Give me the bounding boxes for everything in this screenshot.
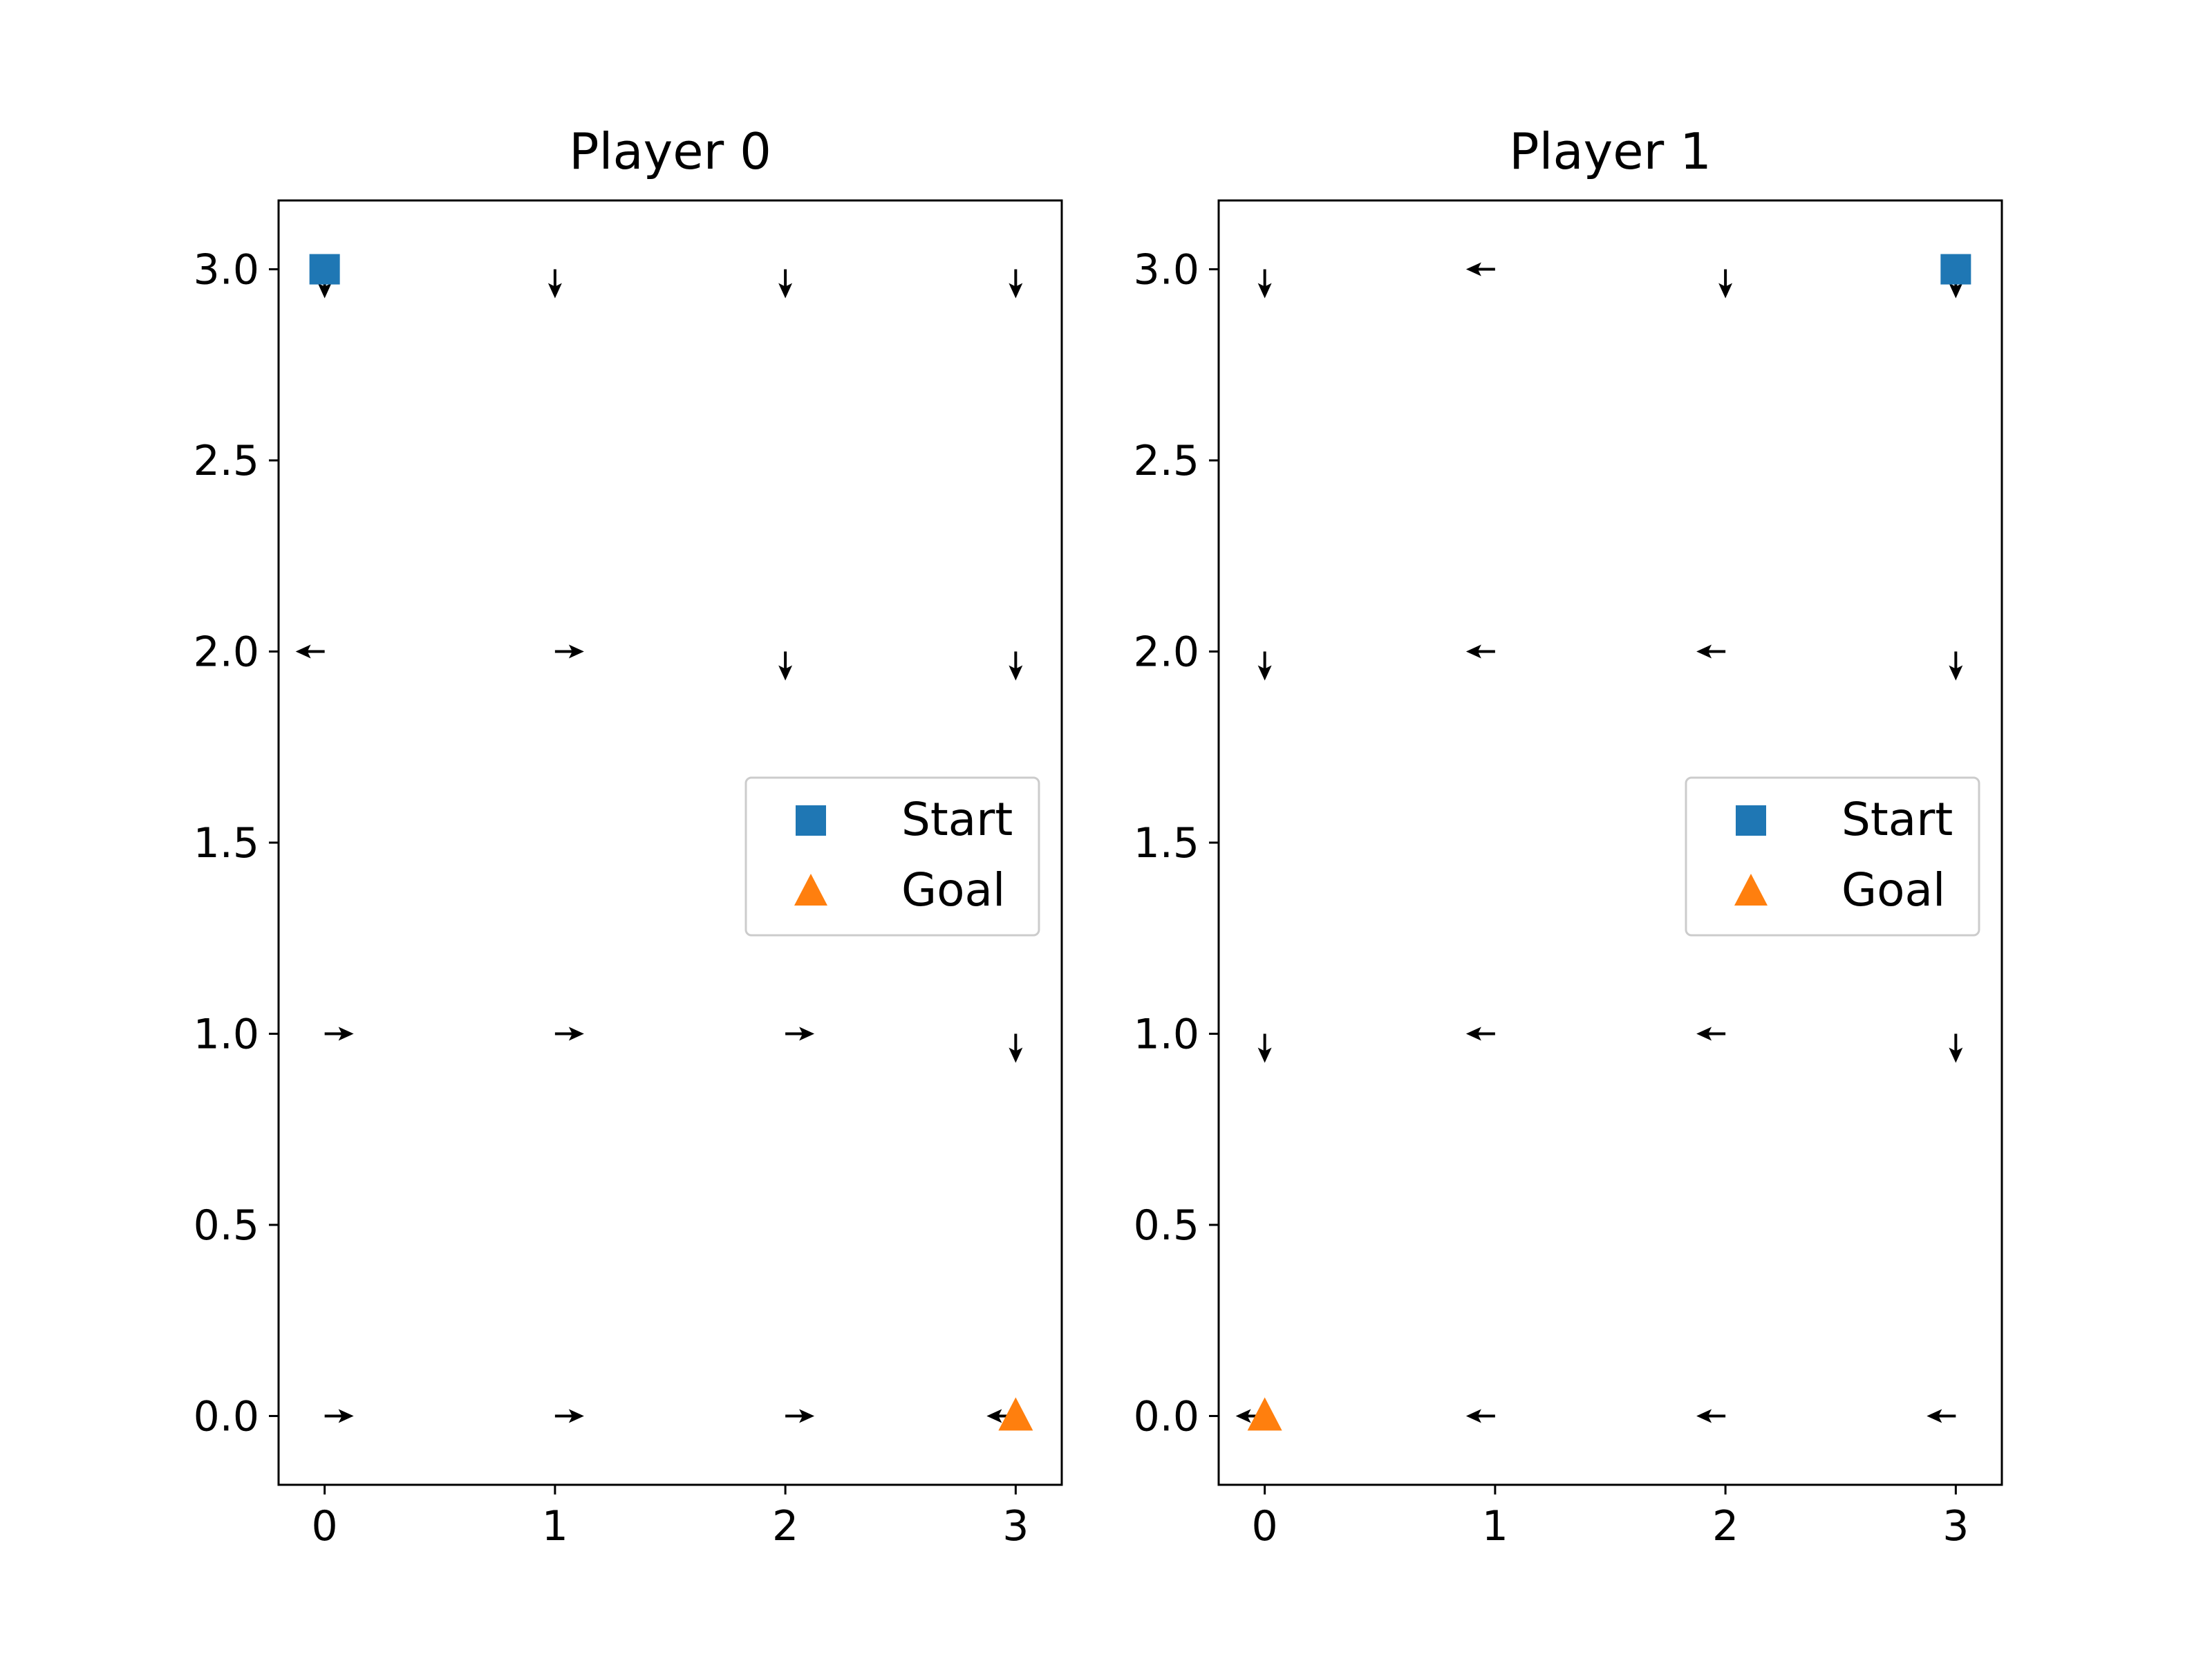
y-tick-label: 1.0 [194,1010,259,1058]
y-tick-label: 2.0 [1134,628,1199,677]
y-tick-label: 1.5 [194,819,259,868]
y-tick-label: 2.5 [1134,437,1199,485]
legend: Start Goal [746,778,1039,935]
x-tick-label: 0 [312,1502,338,1550]
y-tick-label: 3.0 [194,246,259,294]
y-tick-label: 0.0 [1134,1392,1199,1441]
y-tick-label: 1.5 [1134,819,1199,868]
x-tick-label: 3 [1942,1502,1969,1550]
x-tick-label: 2 [772,1502,798,1550]
x-tick-label: 0 [1252,1502,1278,1550]
legend-start-swatch [796,805,826,836]
x-tick-label: 1 [542,1502,568,1550]
legend-start-swatch [1736,805,1766,836]
x-tick-label: 3 [1002,1502,1029,1550]
subplot-title: Player 1 [1509,122,1712,180]
y-tick-label: 3.0 [1134,246,1199,294]
y-tick-label: 0.0 [194,1392,259,1441]
subplot-title: Player 0 [569,122,771,180]
y-tick-label: 2.0 [194,628,259,677]
legend: Start Goal [1686,778,1979,935]
legend-start-label: Start [901,793,1013,846]
y-tick-label: 0.5 [194,1201,259,1250]
legend-start-label: Start [1841,793,1953,846]
legend-goal-label: Goal [901,863,1005,917]
start-marker [310,254,340,285]
legend-goal-label: Goal [1841,863,1945,917]
start-marker [1940,254,1971,285]
y-tick-label: 1.0 [1134,1010,1199,1058]
y-tick-label: 0.5 [1134,1201,1199,1250]
y-tick-label: 2.5 [194,437,259,485]
x-tick-label: 2 [1712,1502,1738,1550]
x-tick-label: 1 [1482,1502,1508,1550]
